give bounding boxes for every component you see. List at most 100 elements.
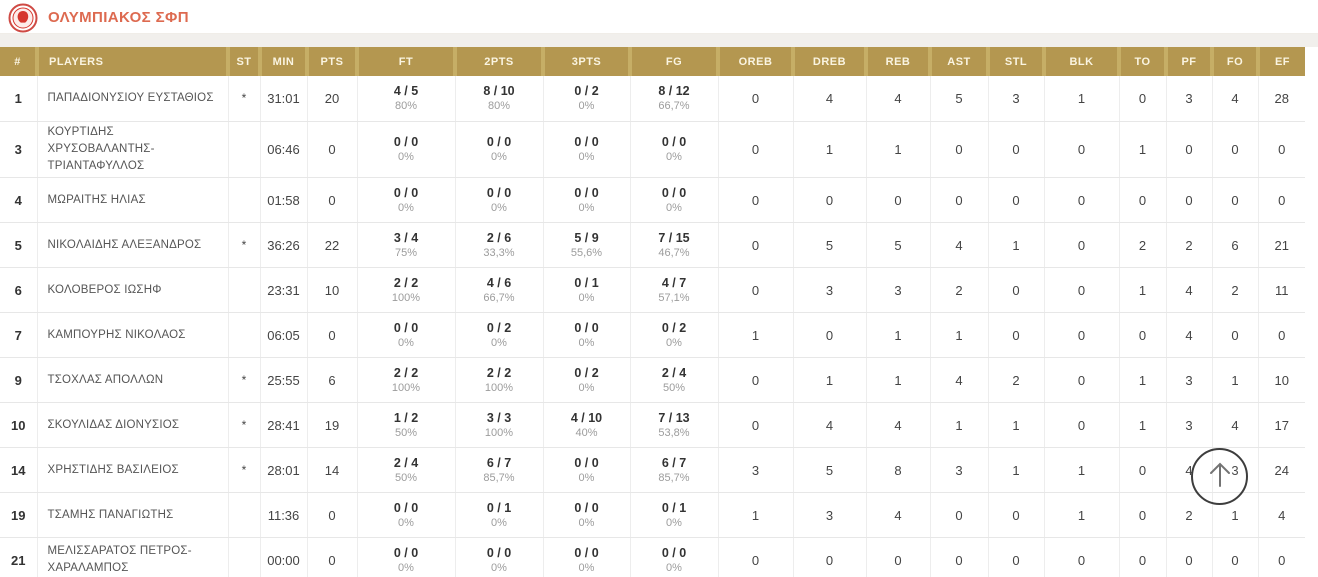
cell-num: 19	[0, 492, 37, 539]
cell-blk: 0	[1043, 222, 1119, 269]
cell-oreb: 0	[717, 121, 793, 179]
player-row: 14 ΧΡΗΣΤΙΔΗΣ ΒΑΣΙΛΕΙΟΣ * 28:01 14 2 / 4 50% 6 /…	[0, 447, 1305, 494]
made-attempted: 0 / 0	[574, 456, 599, 471]
cell-pf: 2	[1165, 222, 1212, 269]
cell-name: ΣΚΟΥΛΙΔΑΣ ΔΙΟΝΥΣΙΟΣ	[36, 402, 228, 449]
shot-percentage: 66,7%	[483, 292, 515, 305]
cell-ft: 2 / 2 100%	[356, 357, 455, 404]
column-header-reb: REB	[864, 47, 930, 76]
cell-name: ΤΣΟΧΛΑΣ ΑΠΟΛΛΩΝ	[36, 357, 228, 404]
shot-percentage: 0%	[578, 151, 595, 164]
cell-p2: 0 / 0 0%	[454, 121, 543, 179]
scroll-to-top-button[interactable]	[1191, 448, 1248, 505]
cell-pf: 0	[1165, 177, 1212, 224]
player-row: 10 ΣΚΟΥΛΙΔΑΣ ΔΙΟΝΥΣΙΟΣ * 28:41 19 1 / 2 50% 3 /…	[0, 402, 1305, 449]
cell-fg: 0 / 0 0%	[629, 177, 718, 224]
cell-ast: 3	[929, 447, 988, 494]
cell-min: 06:46	[259, 121, 307, 179]
cell-p3: 0 / 0 0%	[542, 537, 630, 577]
cell-pts: 0	[306, 537, 357, 577]
cell-ast: 4	[929, 222, 988, 269]
player-row: 19 ΤΣΑΜΗΣ ΠΑΝΑΓΙΩΤΗΣ 11:36 0 0 / 0 0% 0 / 1 0% 0…	[0, 492, 1305, 539]
cell-st: *	[227, 447, 260, 494]
made-attempted: 3 / 4	[393, 231, 419, 246]
column-header-pts: PTS	[305, 47, 357, 76]
cell-ft: 1 / 2 50%	[356, 402, 455, 449]
cell-blk: 1	[1043, 76, 1119, 122]
cell-st	[227, 537, 260, 577]
cell-ast: 0	[929, 121, 988, 179]
shot-percentage: 0%	[578, 517, 595, 530]
shot-percentage: 0%	[666, 562, 682, 575]
cell-st	[227, 267, 260, 314]
player-row: 4 ΜΩΡΑΙΤΗΣ ΗΛΙΑΣ 01:58 0 0 / 0 0% 0 / 0 0% 0 / 0…	[0, 177, 1305, 224]
cell-num: 9	[0, 357, 37, 404]
cell-p2: 0 / 2 0%	[454, 312, 543, 359]
cell-oreb: 0	[717, 222, 793, 269]
cell-to: 0	[1118, 447, 1166, 494]
cell-num: 7	[0, 312, 37, 359]
cell-blk: 0	[1043, 177, 1119, 224]
cell-ft: 0 / 0 0%	[356, 121, 455, 179]
shot-percentage: 0%	[398, 517, 414, 530]
cell-name: ΚΟΛΟΒΕΡΟΣ ΙΩΣΗΦ	[36, 267, 228, 314]
cell-oreb: 1	[717, 312, 793, 359]
cell-pts: 10	[306, 267, 357, 314]
cell-fo: 6	[1211, 222, 1258, 269]
cell-p3: 0 / 2 0%	[542, 76, 630, 122]
cell-min: 01:58	[259, 177, 307, 224]
shot-percentage: 0%	[578, 337, 595, 350]
cell-stl: 0	[987, 537, 1044, 577]
cell-fg: 0 / 1 0%	[629, 492, 718, 539]
cell-pf: 4	[1165, 312, 1212, 359]
made-attempted: 8 / 10	[483, 84, 515, 99]
cell-p2: 4 / 6 66,7%	[454, 267, 543, 314]
cell-p2: 8 / 10 80%	[454, 76, 543, 122]
cell-num: 14	[0, 447, 37, 494]
cell-pts: 0	[306, 492, 357, 539]
cell-reb: 4	[865, 402, 930, 449]
cell-dreb: 3	[792, 267, 866, 314]
team-name-link[interactable]: ΟΛΥΜΠΙΑΚΟΣ ΣΦΠ	[48, 9, 189, 26]
cell-min: 28:01	[259, 447, 307, 494]
cell-name: ΚΑΜΠΟΥΡΗΣ ΝΙΚΟΛΑΟΣ	[36, 312, 228, 359]
made-attempted: 0 / 0	[486, 186, 512, 201]
cell-to: 1	[1118, 402, 1166, 449]
made-attempted: 0 / 0	[574, 546, 599, 561]
cell-ft: 2 / 2 100%	[356, 267, 455, 314]
cell-p2: 0 / 0 0%	[454, 177, 543, 224]
cell-fo: 0	[1211, 177, 1258, 224]
cell-fg: 7 / 15 46,7%	[629, 222, 718, 269]
shot-percentage: 0%	[398, 151, 414, 164]
cell-blk: 0	[1043, 267, 1119, 314]
cell-fo: 4	[1211, 76, 1258, 122]
cell-dreb: 1	[792, 357, 866, 404]
made-attempted: 6 / 7	[486, 456, 512, 471]
cell-dreb: 5	[792, 447, 866, 494]
cell-pts: 19	[306, 402, 357, 449]
cell-min: 28:41	[259, 402, 307, 449]
cell-name: ΜΩΡΑΙΤΗΣ ΗΛΙΑΣ	[36, 177, 228, 224]
cell-p3: 0 / 1 0%	[542, 267, 630, 314]
cell-reb: 1	[865, 312, 930, 359]
cell-name: ΚΟΥΡΤΙΔΗΣ ΧΡΥΣΟΒΑΛΑΝΤΗΣ-ΤΡΙΑΝΤΑΦΥΛΛΟΣ	[36, 121, 228, 179]
shot-percentage: 0%	[578, 292, 595, 305]
cell-stl: 1	[987, 222, 1044, 269]
cell-ef: 4	[1257, 492, 1305, 539]
cell-st	[227, 312, 260, 359]
made-attempted: 4 / 7	[661, 276, 687, 291]
made-attempted: 0 / 0	[661, 186, 687, 201]
shot-percentage: 50%	[394, 472, 418, 485]
table-header-row: # Players ST MIN PTS FT 2PTS 3PTS FG OREB DREB REB A…	[0, 47, 1305, 76]
shot-percentage: 0%	[578, 100, 595, 113]
made-attempted: 0 / 0	[574, 135, 599, 150]
shot-percentage: 100%	[391, 292, 421, 305]
made-attempted: 0 / 0	[486, 546, 512, 561]
cell-pf: 3	[1165, 402, 1212, 449]
cell-oreb: 0	[717, 537, 793, 577]
shot-percentage: 0%	[666, 151, 682, 164]
shot-percentage: 85,7%	[483, 472, 515, 485]
made-attempted: 7 / 15	[658, 231, 690, 246]
made-attempted: 5 / 9	[574, 231, 599, 246]
made-attempted: 2 / 4	[661, 366, 687, 381]
